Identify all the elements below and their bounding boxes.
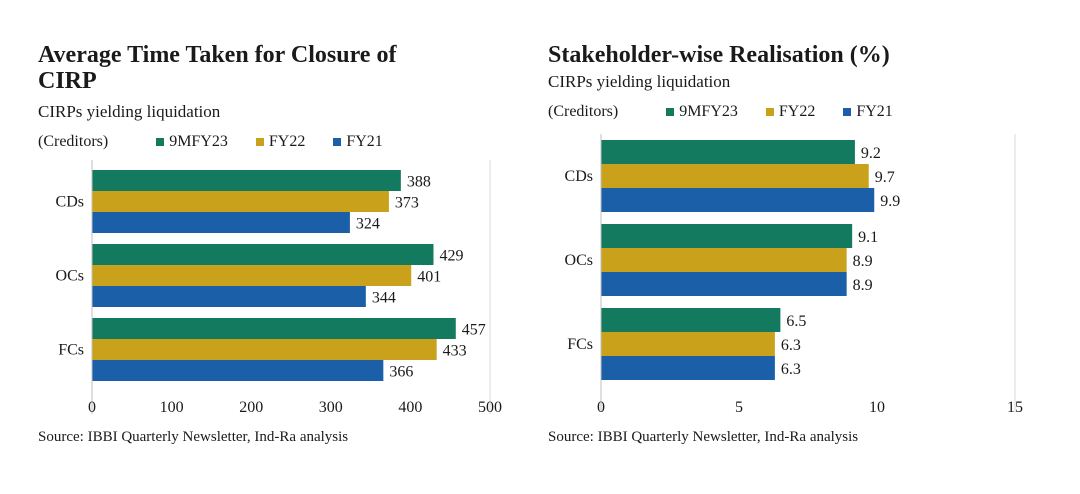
legend-prefix: (Creditors) — [38, 133, 109, 150]
bar-ocs-9mfy23 — [601, 224, 853, 248]
chart-legend: (Creditors) 9MFY23 FY22 FY21 — [548, 103, 921, 121]
legend-swatch-fy22 — [255, 138, 264, 146]
legend-label-fy21: FY21 — [346, 133, 383, 150]
legend-swatch-fy22 — [765, 108, 774, 116]
bar-ocs-fy21 — [601, 272, 847, 296]
data-label-fcs-fy21: 366 — [389, 364, 413, 381]
legend-swatch-fy21 — [843, 108, 852, 116]
x-tick-label-15: 15 — [1007, 399, 1023, 416]
category-label-cds: CDs — [565, 168, 593, 185]
data-label-cds-fy21: 9.9 — [880, 193, 900, 210]
category-label-ocs: OCs — [565, 252, 593, 269]
chart-title: Stakeholder-wise Realisation (%) — [548, 42, 890, 68]
legend-item-fy22: FY22 — [765, 103, 816, 121]
data-label-cds-fy21: 324 — [356, 216, 380, 233]
x-tick-label-10: 10 — [869, 399, 885, 416]
chart-subtitle: CIRPs yielding liquidation — [38, 102, 221, 121]
data-label-cds-fy22: 9.7 — [875, 169, 895, 186]
chart-panel-closure-time: Average Time Taken for Closure of CIRP C… — [34, 30, 522, 460]
data-label-cds-9mfy23: 9.2 — [861, 145, 881, 162]
bar-cds-9mfy23 — [601, 140, 855, 164]
bar-cds-fy22 — [92, 191, 389, 212]
bar-chart-closure-time: CDs 388 373 324 OCs 429 401 344 FCs 457 433 366 0 100… — [56, 160, 502, 416]
legend-label-9mfy23: 9MFY23 — [169, 133, 228, 150]
category-label-cds: CDs — [56, 194, 84, 211]
bar-ocs-fy22 — [601, 248, 847, 272]
chart-title: Average Time Taken for Closure of CIRP — [38, 42, 397, 94]
data-label-ocs-fy21: 8.9 — [853, 277, 873, 294]
data-label-cds-9mfy23: 388 — [407, 174, 431, 191]
chart-subtitle: CIRPs yielding liquidation — [548, 72, 731, 91]
legend-item-9mfy23: 9MFY23 — [156, 133, 228, 151]
data-label-fcs-9mfy23: 6.5 — [786, 313, 806, 330]
bar-fcs-9mfy23 — [601, 308, 781, 332]
category-label-fcs: FCs — [567, 336, 593, 353]
legend-item-9mfy23: 9MFY23 — [666, 103, 738, 121]
bar-fcs-9mfy23 — [92, 318, 456, 339]
data-label-ocs-9mfy23: 429 — [439, 248, 463, 265]
data-label-fcs-fy21: 6.3 — [781, 361, 801, 378]
x-tick-label-100: 100 — [160, 399, 184, 416]
legend-prefix: (Creditors) — [548, 103, 619, 120]
legend-label-9mfy23: 9MFY23 — [679, 103, 738, 120]
data-label-fcs-fy22: 6.3 — [781, 337, 801, 354]
chart-source: Source: IBBI Quarterly Newsletter, Ind-R… — [38, 429, 349, 445]
bar-cds-9mfy23 — [92, 170, 401, 191]
bar-ocs-fy21 — [92, 286, 366, 307]
bar-chart-realisation: CDs 9.2 9.7 9.9 OCs 9.1 8.9 8.9 FCs 6.5 6.3 6.3 0 5 10… — [565, 134, 1023, 416]
legend-swatch-9mfy23 — [156, 138, 165, 146]
data-label-ocs-9mfy23: 9.1 — [858, 229, 878, 246]
bar-ocs-9mfy23 — [92, 244, 434, 265]
bar-fcs-fy22 — [92, 339, 437, 360]
bar-ocs-fy22 — [92, 265, 412, 286]
bar-cds-fy21 — [92, 212, 350, 233]
x-tick-label-400: 400 — [398, 399, 422, 416]
category-label-fcs: FCs — [58, 342, 84, 359]
legend-item-fy21: FY21 — [843, 103, 893, 121]
legend-swatch-9mfy23 — [666, 108, 675, 116]
legend-label-fy21: FY21 — [856, 103, 893, 120]
data-label-ocs-fy22: 8.9 — [853, 253, 873, 270]
data-label-ocs-fy22: 401 — [417, 269, 441, 286]
x-tick-label-5: 5 — [735, 399, 743, 416]
x-tick-label-200: 200 — [239, 399, 263, 416]
data-label-fcs-9mfy23: 457 — [462, 322, 486, 339]
bar-fcs-fy21 — [92, 360, 384, 381]
data-label-cds-fy22: 373 — [395, 195, 419, 212]
legend-item-fy22: FY22 — [255, 133, 306, 151]
x-tick-label-300: 300 — [319, 399, 343, 416]
x-tick-label-500: 500 — [478, 399, 502, 416]
x-tick-label-0: 0 — [597, 399, 605, 416]
legend-swatch-fy21 — [333, 138, 342, 146]
legend-item-fy21: FY21 — [333, 133, 383, 151]
chart-source: Source: IBBI Quarterly Newsletter, Ind-R… — [548, 429, 859, 445]
bar-cds-fy22 — [601, 164, 869, 188]
bar-fcs-fy21 — [601, 356, 775, 380]
data-label-ocs-fy21: 344 — [372, 290, 396, 307]
bar-cds-fy21 — [601, 188, 875, 212]
chart-panel-realisation: Stakeholder-wise Realisation (%) CIRPs y… — [544, 30, 1038, 460]
chart-legend: (Creditors) 9MFY23 FY22 FY21 — [38, 133, 411, 151]
data-label-fcs-fy22: 433 — [443, 343, 467, 360]
x-tick-label-0: 0 — [88, 399, 96, 416]
bar-fcs-fy22 — [601, 332, 775, 356]
category-label-ocs: OCs — [56, 268, 84, 285]
legend-label-fy22: FY22 — [778, 103, 816, 120]
legend-label-fy22: FY22 — [268, 133, 306, 150]
